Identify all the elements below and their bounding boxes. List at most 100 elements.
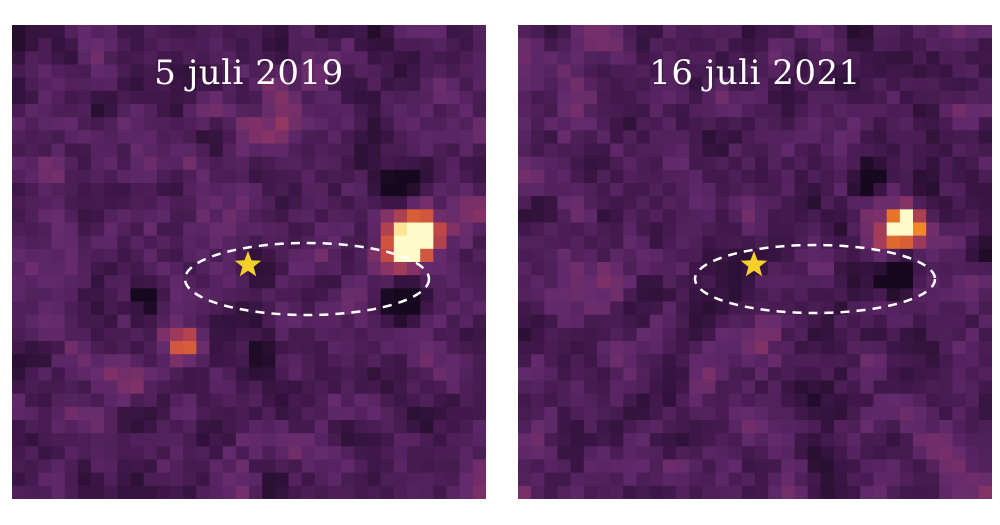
noise-pixel [952, 25, 967, 39]
noise-pixel [25, 380, 39, 395]
noise-pixel [570, 301, 585, 316]
noise-pixel [301, 156, 316, 171]
noise-pixel [847, 288, 861, 303]
noise-pixel [183, 235, 197, 250]
noise-pixel [420, 327, 434, 342]
noise-pixel [728, 196, 743, 210]
noise-pixel [728, 341, 743, 355]
noise-pixel [12, 406, 26, 421]
noise-pixel [433, 446, 448, 461]
noise-pixel [873, 393, 888, 408]
noise-pixel [433, 406, 448, 421]
noise-pixel [834, 341, 848, 355]
noise-pixel [235, 472, 250, 487]
noise-pixel [649, 472, 664, 487]
noise-pixel [51, 420, 66, 434]
noise-pixel [834, 248, 848, 263]
noise-pixel [518, 433, 532, 447]
noise-pixel [183, 341, 197, 355]
noise-pixel [64, 485, 79, 499]
noise-pixel [702, 380, 717, 395]
noise-pixel [380, 117, 395, 131]
noise-pixel [328, 420, 342, 434]
noise-pixel [235, 380, 250, 395]
noise-pixel [768, 38, 782, 52]
noise-pixel [662, 314, 677, 329]
noise-pixel [407, 169, 421, 184]
noise-pixel [583, 393, 598, 408]
noise-pixel [913, 406, 927, 421]
noise-pixel [623, 485, 638, 499]
noise-pixel [420, 90, 434, 105]
noise-pixel [755, 341, 769, 355]
noise-pixel [899, 301, 914, 316]
noise-pixel [170, 51, 184, 66]
noise-pixel [64, 327, 79, 342]
noise-pixel [899, 90, 914, 105]
noise-pixel [117, 77, 132, 92]
noise-pixel [873, 341, 888, 355]
noise-pixel [768, 51, 782, 66]
noise-pixel [741, 183, 756, 197]
noise-pixel [301, 406, 316, 421]
noise-pixel [834, 314, 848, 329]
noise-pixel [662, 64, 677, 79]
noise-pixel [913, 130, 927, 145]
noise-pixel [913, 38, 927, 52]
noise-pixel [117, 143, 132, 158]
noise-pixel [820, 341, 835, 355]
noise-pixel [196, 209, 211, 224]
noise-pixel [689, 117, 703, 131]
noise-pixel [170, 275, 184, 289]
noise-pixel [715, 130, 730, 145]
noise-pixel [51, 275, 66, 289]
noise-pixel [636, 117, 651, 131]
noise-pixel [689, 104, 703, 118]
noise-pixel [768, 117, 782, 131]
noise-pixel [222, 485, 237, 499]
noise-pixel [275, 156, 290, 171]
noise-pixel [662, 341, 677, 355]
noise-pixel [51, 314, 66, 329]
noise-pixel [196, 354, 211, 368]
noise-pixel [262, 183, 276, 197]
noise-pixel [662, 485, 677, 499]
noise-pixel [610, 314, 624, 329]
noise-pixel [183, 183, 197, 197]
noise-pixel [209, 275, 224, 289]
noise-pixel [170, 380, 184, 395]
noise-pixel [676, 420, 690, 434]
noise-pixel [689, 90, 703, 105]
noise-pixel [314, 275, 329, 289]
noise-pixel [544, 420, 559, 434]
noise-pixel [557, 354, 572, 368]
noise-pixel [636, 77, 651, 92]
noise-pixel [557, 301, 572, 316]
noise-pixel [794, 288, 809, 303]
noise-pixel [117, 117, 132, 131]
noise-pixel [367, 25, 382, 39]
noise-pixel [728, 406, 743, 421]
noise-pixel [262, 288, 276, 303]
noise-pixel [702, 169, 717, 184]
noise-pixel [860, 446, 875, 461]
noise-pixel [209, 183, 224, 197]
noise-pixel [781, 222, 796, 237]
noise-pixel [288, 262, 303, 276]
noise-pixel [807, 485, 822, 499]
noise-pixel [262, 327, 276, 342]
noise-pixel [104, 393, 118, 408]
noise-pixel [209, 433, 224, 447]
noise-pixel [104, 77, 118, 92]
noise-pixel [807, 90, 822, 105]
noise-pixel [715, 117, 730, 131]
noise-pixel [649, 130, 664, 145]
noise-pixel [847, 485, 861, 499]
noise-pixel [38, 446, 53, 461]
noise-pixel [623, 472, 638, 487]
noise-pixel [794, 367, 809, 382]
noise-pixel [420, 459, 434, 474]
noise-pixel [459, 117, 474, 131]
noise-pixel [407, 275, 421, 289]
noise-pixel [38, 77, 53, 92]
